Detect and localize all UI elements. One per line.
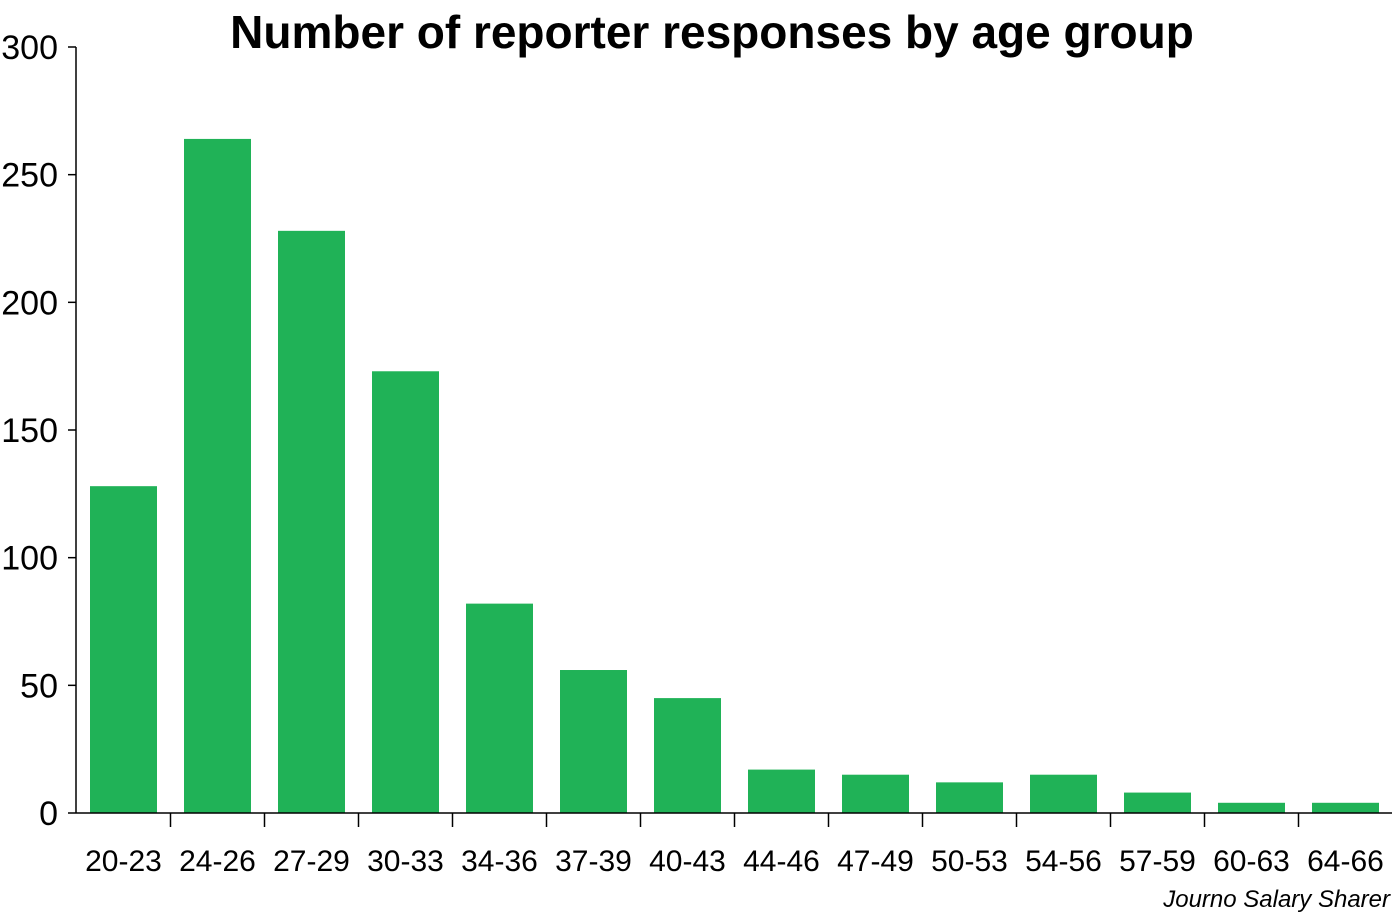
y-tick-label: 0	[39, 795, 58, 833]
bar	[1030, 774, 1097, 813]
y-tick-label: 250	[1, 157, 58, 195]
bar	[842, 774, 909, 813]
x-tick-label: 64-66	[1307, 845, 1384, 878]
x-tick-label: 44-46	[743, 845, 820, 878]
chart-title: Number of reporter responses by age grou…	[230, 6, 1194, 58]
x-tick-label: 40-43	[649, 845, 726, 878]
y-tick-label: 150	[1, 412, 58, 450]
y-axis-ticks: 0 50 100 150 200 250 300	[1, 29, 76, 833]
y-tick-label: 300	[1, 29, 58, 67]
x-tick-label: 27-29	[273, 845, 350, 878]
bar	[1124, 792, 1191, 813]
bar	[654, 698, 721, 813]
axes-layer	[75, 47, 1392, 814]
x-axis-ticks: 20-23 24-26 27-29 30-33 34-36 37-39 40-43 44-46…	[85, 813, 1384, 878]
y-tick-label: 50	[20, 667, 58, 705]
bar	[1218, 802, 1285, 813]
x-tick-label: 24-26	[179, 845, 256, 878]
bar	[936, 782, 1003, 813]
x-tick-label: 37-39	[555, 845, 632, 878]
bar	[748, 769, 815, 813]
y-tick-label: 200	[1, 284, 58, 322]
x-tick-label: 30-33	[367, 845, 444, 878]
bars-layer	[90, 138, 1379, 814]
x-tick-label: 54-56	[1025, 845, 1102, 878]
x-tick-label: 60-63	[1213, 845, 1290, 878]
bar	[90, 486, 157, 813]
x-tick-label: 20-23	[85, 845, 162, 878]
bar	[1312, 802, 1379, 813]
bar	[372, 371, 439, 813]
y-tick-label: 100	[1, 540, 58, 578]
source-note: Journo Salary Sharer	[1162, 886, 1391, 913]
x-tick-label: 50-53	[931, 845, 1008, 878]
bar	[466, 603, 533, 813]
bar	[184, 138, 251, 814]
x-tick-label: 57-59	[1119, 845, 1196, 878]
bar	[560, 670, 627, 813]
x-tick-label: 47-49	[837, 845, 914, 878]
bar	[278, 230, 345, 814]
x-tick-label: 34-36	[461, 845, 538, 878]
